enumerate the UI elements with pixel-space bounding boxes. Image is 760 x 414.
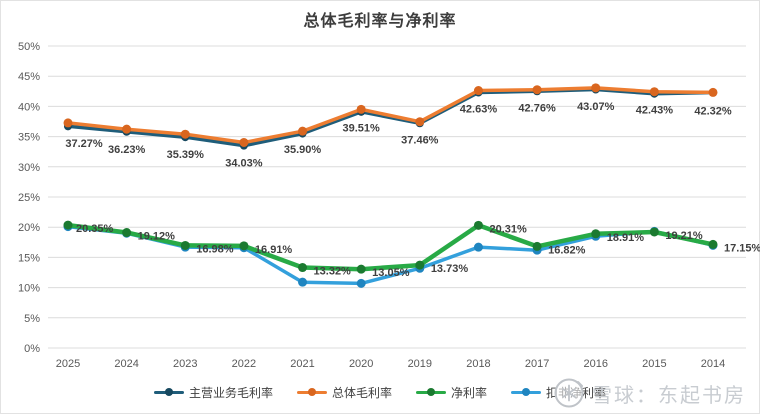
x-tick-label: 2025 [56, 358, 80, 370]
legend-non-gaap-net-margin-marker-icon [511, 387, 542, 397]
series-net-margin: 20.35% 19.12% 16.98% 16.91% 13.32% 13.05% 13.7… [63, 220, 760, 279]
x-tick-label: 2020 [349, 358, 373, 370]
series-non-gaap-net-margin-point [473, 242, 483, 252]
y-tick-label: 40% [18, 101, 40, 113]
y-tick-label: 0% [24, 343, 40, 355]
series-net-margin-value-label: 13.05% [372, 267, 410, 279]
series-net-margin-value-label: 16.91% [255, 244, 293, 256]
series-non-gaap-net-margin-point [356, 278, 366, 288]
y-tick-label: 35% [18, 132, 40, 144]
x-tick-label: 2019 [408, 358, 432, 370]
series-net-margin-point [180, 240, 190, 250]
series-overall-gross-margin-value-label: 42.76% [518, 103, 556, 115]
series-overall-gross-margin-value-label: 37.27% [65, 138, 103, 150]
series-net-margin-point [708, 239, 718, 249]
series-overall-gross-margin-point [532, 85, 542, 95]
series-overall-gross-margin-value-label: 35.90% [284, 144, 322, 156]
series-overall-gross-margin-point [708, 87, 718, 97]
series-overall-gross-margin-point [180, 129, 190, 139]
legend-net-margin-marker-icon [416, 387, 446, 397]
series-net-margin-value-label: 18.91% [607, 232, 645, 244]
series-net-margin-value-label: 19.12% [138, 231, 176, 243]
series-overall-gross-margin-value-label: 39.51% [343, 122, 381, 134]
legend-overall-gross-margin: 总体毛利率 [296, 384, 392, 401]
series-overall-gross-margin-point [298, 126, 308, 136]
series-net-margin-point [122, 228, 132, 238]
legend-main-business-gross-margin: 主营业务毛利率 [153, 384, 273, 401]
x-axis-labels: 2025 2024 2023 2022 2021 2020 2019 2018 2017 2016… [56, 358, 725, 370]
gridlines [48, 45, 746, 349]
y-tick-label: 50% [18, 41, 40, 53]
series-net-margin-point [415, 260, 425, 270]
series-net-margin-value-label: 20.31% [489, 223, 527, 235]
legend-main-business-gross-margin-marker-icon [153, 387, 184, 397]
y-tick-label: 20% [18, 222, 40, 234]
series-overall-gross-margin: 37.27% 36.23% 35.39% 34.03% 35.90% 39.51% 37.4… [63, 83, 732, 169]
series-net-margin-value-label: 17.15% [724, 242, 760, 254]
series-overall-gross-margin-point [649, 87, 659, 97]
series-overall-gross-margin-value-label: 36.23% [108, 144, 146, 156]
series-overall-gross-margin-value-label: 35.39% [167, 149, 205, 161]
x-tick-label: 2024 [114, 358, 138, 370]
y-tick-label: 5% [24, 313, 40, 325]
legend-net-margin: 净利率 [416, 384, 487, 401]
series-net-margin-value-label: 16.98% [196, 243, 234, 255]
x-tick-label: 2023 [173, 358, 197, 370]
series-overall-gross-margin-line [66, 86, 715, 145]
series-overall-gross-margin-point [122, 124, 132, 134]
x-tick-label: 2021 [290, 358, 314, 370]
series-net-margin-point [63, 220, 73, 230]
legend-non-gaap-net-margin-label: 扣非净利率 [546, 385, 607, 400]
series-overall-gross-margin-value-label: 34.03% [225, 157, 263, 169]
series-overall-gross-margin-value-label: 42.43% [636, 105, 674, 117]
x-tick-label: 2015 [642, 358, 666, 370]
series-main-business-gross-margin [64, 85, 717, 150]
series-net-margin-point [473, 220, 483, 230]
series-net-margin-point [649, 227, 659, 237]
series-overall-gross-margin-point [415, 117, 425, 127]
x-tick-label: 2022 [232, 358, 256, 370]
y-tick-label: 30% [18, 162, 40, 174]
series-net-margin-value-label: 19.21% [665, 230, 703, 242]
series-overall-gross-margin-point [356, 104, 366, 114]
x-tick-label: 2016 [583, 358, 607, 370]
legend-net-margin-label: 净利率 [451, 385, 488, 400]
series-net-margin-point [356, 264, 366, 274]
series-overall-gross-margin-point [473, 86, 483, 96]
series-main-business-gross-margin-line [66, 87, 715, 148]
series-overall-gross-margin-point [239, 137, 249, 147]
series-net-margin-value-label: 13.73% [431, 263, 469, 275]
series-net-margin-point [239, 241, 249, 251]
chart-legend: 主营业务毛利率 总体毛利率 净利率 扣非净利率 [0, 382, 760, 402]
x-tick-label: 2014 [701, 358, 725, 370]
y-tick-label: 15% [18, 252, 40, 264]
series-non-gaap-net-margin-point [298, 277, 308, 287]
y-axis-labels: 0% 5% 10% 15% 20% 25% 30% 35% 40% 45% 50% [18, 41, 40, 355]
legend-main-business-gross-margin-label: 主营业务毛利率 [188, 385, 273, 400]
series-net-margin-value-label: 16.82% [548, 244, 586, 256]
legend-non-gaap-net-margin: 扣非净利率 [511, 384, 606, 401]
series-net-margin-point [532, 241, 542, 251]
y-tick-label: 25% [18, 192, 40, 204]
series-net-margin-point [298, 263, 308, 273]
series-overall-gross-margin-value-label: 43.07% [577, 101, 615, 113]
series-overall-gross-margin-point [63, 118, 73, 128]
x-tick-label: 2017 [525, 358, 549, 370]
series-net-margin-point [591, 229, 601, 239]
x-tick-label: 2018 [466, 358, 490, 370]
y-tick-label: 45% [18, 71, 40, 83]
series-net-margin-value-label: 13.32% [314, 266, 352, 278]
legend-overall-gross-margin-label: 总体毛利率 [331, 385, 392, 400]
series-overall-gross-margin-value-label: 42.32% [694, 105, 732, 117]
series-overall-gross-margin-value-label: 42.63% [460, 104, 498, 116]
series-overall-gross-margin-point [591, 83, 601, 93]
series-net-margin-value-label: 20.35% [76, 223, 114, 235]
chart-title: 总体毛利率与净利率 [303, 13, 457, 30]
series-overall-gross-margin-value-label: 37.46% [401, 135, 439, 147]
y-tick-label: 10% [18, 283, 40, 295]
legend-overall-gross-margin-marker-icon [296, 387, 327, 397]
series-net-margin-line [65, 222, 716, 272]
